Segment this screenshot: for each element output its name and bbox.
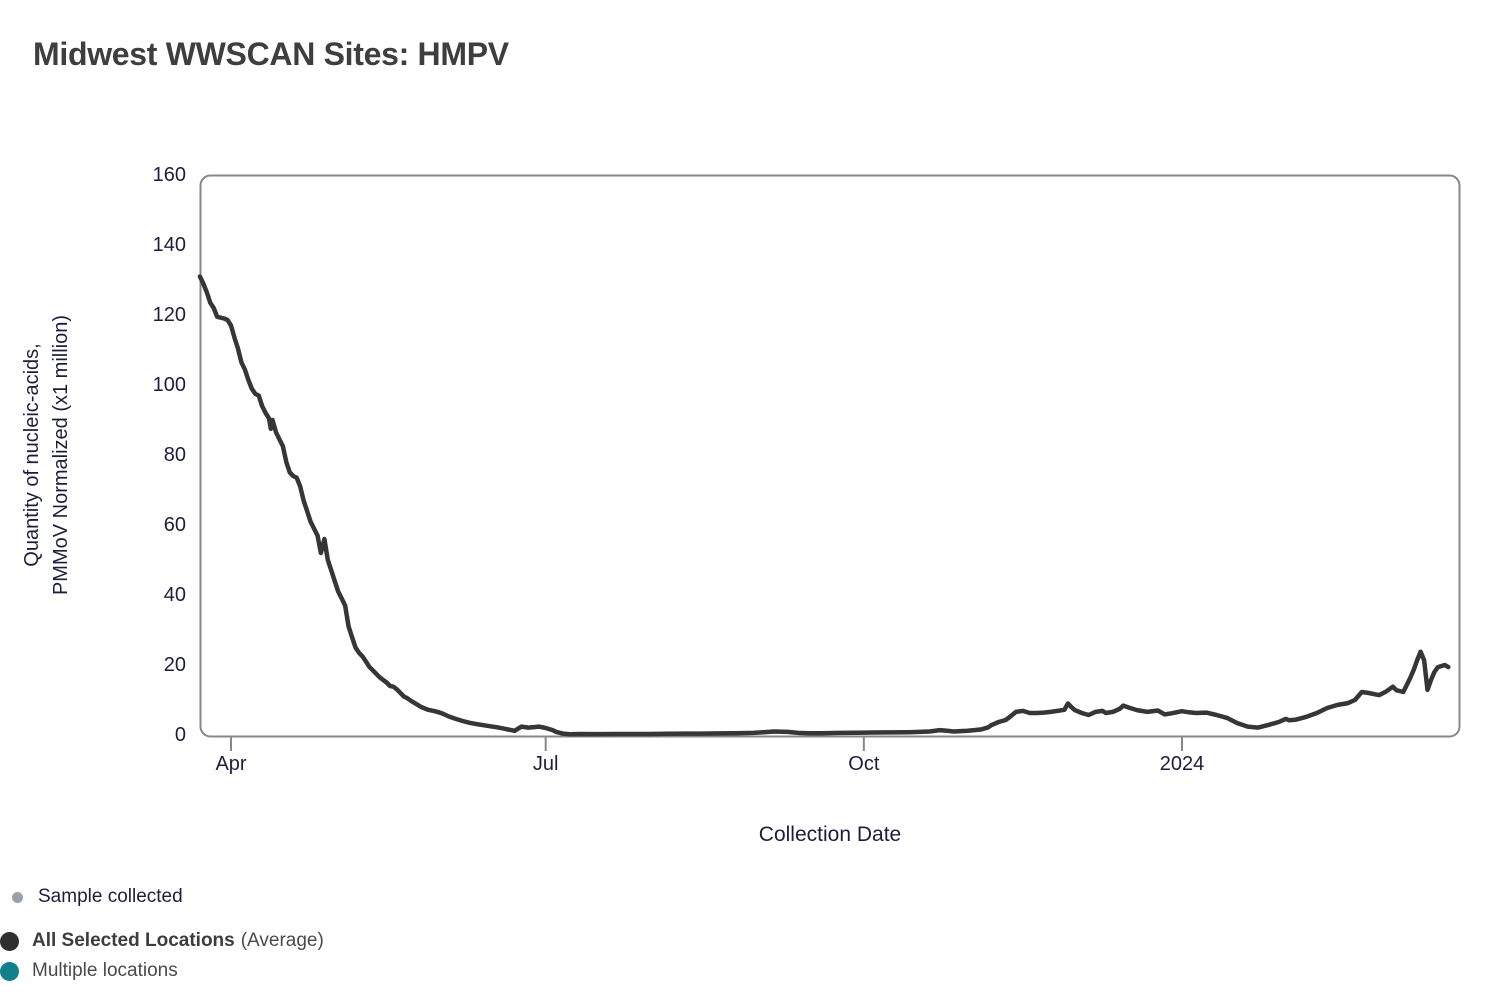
legend-label-suffix: (Average): [240, 930, 324, 951]
x-tick-label: Jul: [532, 753, 559, 775]
legend-item-multiple-locations: Multiple locations: [0, 960, 178, 982]
x-axis-tick-marks: [230, 737, 1183, 751]
y-tick-label: 120: [152, 304, 186, 326]
y-axis-title-line1: Quantity of nucleic-acids,: [21, 343, 43, 567]
y-tick-label: 60: [163, 514, 186, 536]
x-axis-title: Collection Date: [758, 823, 902, 846]
sample-collected-dot-icon: [12, 891, 23, 903]
legend-label: Multiple locations: [32, 960, 178, 981]
y-tick-label: 160: [152, 164, 186, 186]
multiple-locations-dot-icon: [0, 961, 19, 981]
all-locations-dot-icon: [0, 931, 19, 951]
x-tick-label: Apr: [215, 753, 247, 775]
y-tick-label: 20: [163, 654, 186, 676]
legend-label: All Selected Locations: [32, 930, 235, 951]
y-tick-label: 0: [174, 724, 186, 746]
legend-item-all-selected-locations: All Selected Locations (Average): [0, 930, 324, 952]
y-tick-label: 140: [152, 234, 186, 256]
y-tick-label: 80: [163, 444, 186, 466]
plot-frame: [199, 174, 1461, 738]
average-line-series: [197, 274, 1451, 737]
x-tick-label: Oct: [848, 753, 880, 775]
chart-title: Midwest WWSCAN Sites: HMPV: [33, 36, 509, 72]
x-tick-label: 2024: [1159, 753, 1205, 775]
legend-item-sample-collected: Sample collected: [0, 886, 183, 908]
y-tick-label: 40: [163, 584, 186, 606]
y-tick-label: 100: [152, 374, 186, 396]
legend-label: Sample collected: [38, 886, 183, 907]
y-axis-title-line2: PMMoV Normalized (x1 million): [50, 314, 72, 596]
